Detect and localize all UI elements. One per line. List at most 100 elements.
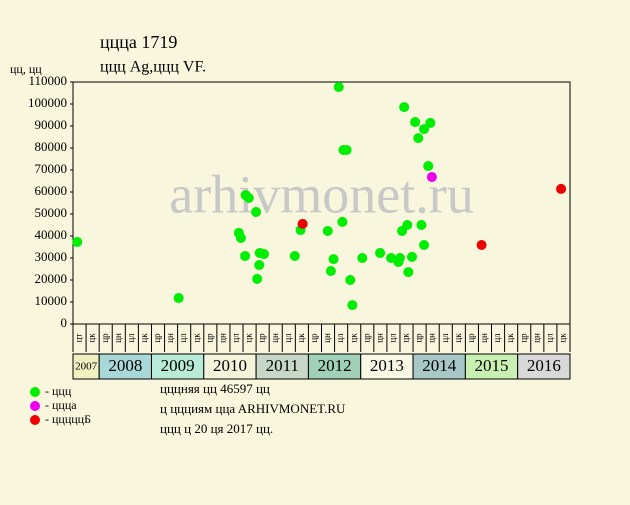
x-tick-label: цк bbox=[558, 333, 568, 343]
x-tick-label: цл bbox=[335, 333, 345, 343]
x-tick-label: цн bbox=[165, 333, 175, 343]
x-tick-label: цр bbox=[309, 333, 319, 343]
x-tick-label: цр bbox=[204, 333, 214, 343]
point bbox=[357, 253, 368, 263]
x-tick-label: цк bbox=[505, 333, 515, 343]
x-tick-label: цл bbox=[231, 333, 241, 343]
chart-subtitle: ццц Ag,ццц VF. bbox=[100, 59, 206, 76]
chart-title: ццца 1719 bbox=[100, 32, 177, 52]
point bbox=[347, 300, 358, 311]
point bbox=[254, 260, 265, 271]
x-tick-label: цк bbox=[244, 333, 254, 343]
x-tick-label: цк bbox=[139, 333, 149, 343]
year-cell bbox=[203, 353, 257, 380]
x-tick-label: цл bbox=[283, 333, 293, 343]
point bbox=[240, 251, 251, 262]
point bbox=[333, 82, 344, 93]
note: ц ццциям ццa ARHIVMONET.RU bbox=[160, 401, 346, 416]
note: ццц ц 20 ця 2017 цц. bbox=[160, 421, 273, 436]
x-tick-label: цл bbox=[387, 333, 397, 343]
year-label: 2009 bbox=[161, 356, 195, 375]
point bbox=[322, 225, 333, 236]
x-tick-label: цр bbox=[257, 333, 267, 343]
point bbox=[556, 183, 567, 194]
point bbox=[251, 207, 262, 218]
x-tick-label: цк bbox=[401, 333, 411, 343]
watermark: arhivmonet.ru bbox=[169, 164, 473, 224]
x-tick-label: цр bbox=[414, 333, 424, 343]
point bbox=[325, 265, 336, 276]
y-tick-label: 20000 bbox=[35, 271, 68, 286]
legend-label: - ццц bbox=[45, 384, 72, 398]
year-label: 2011 bbox=[266, 356, 299, 375]
year-label: 2008 bbox=[108, 356, 142, 375]
x-tick-label: цр bbox=[100, 333, 110, 343]
x-tick-label: цн bbox=[479, 333, 489, 343]
year-cell bbox=[98, 353, 152, 380]
y-tick-label: 70000 bbox=[35, 161, 68, 176]
point bbox=[423, 161, 434, 172]
x-tick-label: цт bbox=[74, 334, 84, 343]
x-tick-label: цл bbox=[492, 333, 502, 343]
y-tick-label: 0 bbox=[61, 315, 68, 330]
point bbox=[425, 117, 436, 128]
point bbox=[394, 253, 405, 263]
year-label: 2007 bbox=[75, 361, 98, 373]
x-tick-label: цн bbox=[374, 333, 384, 343]
y-tick-label: 100000 bbox=[28, 95, 67, 110]
year-cell bbox=[412, 353, 466, 380]
y-tick-label: 50000 bbox=[35, 205, 68, 220]
x-tick-label: цк bbox=[453, 333, 463, 343]
x-tick-label: цк bbox=[348, 333, 358, 343]
year-label: 2013 bbox=[370, 356, 404, 375]
point bbox=[403, 267, 414, 278]
x-tick-label: цл bbox=[126, 333, 136, 343]
point bbox=[345, 275, 356, 285]
point bbox=[297, 218, 308, 229]
y-tick-label: 80000 bbox=[35, 139, 68, 154]
point bbox=[341, 144, 352, 155]
x-tick-label: цн bbox=[270, 333, 280, 343]
point bbox=[419, 124, 430, 135]
point bbox=[419, 240, 430, 251]
x-tick-label: цр bbox=[518, 333, 528, 343]
x-tick-label: цл bbox=[544, 333, 554, 343]
point bbox=[426, 172, 437, 183]
point bbox=[476, 240, 487, 251]
y-tick-label: 40000 bbox=[35, 227, 68, 242]
note: цццняя цц 46597 цц bbox=[160, 381, 270, 396]
point bbox=[328, 254, 339, 265]
year-label: 2014 bbox=[422, 356, 457, 375]
x-tick-label: цк bbox=[296, 333, 306, 343]
y-tick-label: 30000 bbox=[35, 249, 68, 264]
x-tick-label: цр bbox=[361, 333, 371, 343]
legend-marker bbox=[30, 387, 40, 397]
year-cell bbox=[150, 353, 205, 380]
year-label: 2016 bbox=[527, 356, 561, 375]
y-tick-label: 90000 bbox=[35, 117, 68, 132]
point bbox=[252, 273, 263, 284]
point bbox=[410, 117, 421, 128]
x-tick-label: цр bbox=[466, 333, 476, 343]
x-tick-label: цл bbox=[440, 333, 450, 343]
year-cell bbox=[255, 353, 309, 380]
x-tick-label: цн bbox=[427, 333, 437, 343]
point bbox=[407, 251, 418, 262]
point bbox=[173, 293, 184, 304]
x-tick-label: цр bbox=[152, 333, 162, 343]
year-label: 2012 bbox=[318, 356, 352, 375]
year-label: 2015 bbox=[475, 356, 509, 375]
legend-label: - цццццБ bbox=[45, 412, 91, 426]
x-tick-label: цн bbox=[113, 333, 123, 343]
x-tick-label: цн bbox=[322, 333, 332, 343]
point bbox=[416, 220, 427, 230]
legend-marker bbox=[30, 415, 40, 425]
point bbox=[243, 192, 254, 203]
point bbox=[258, 249, 269, 260]
legend-label: - ццца bbox=[45, 398, 77, 412]
legend-marker bbox=[30, 401, 40, 411]
x-tick-label: цл bbox=[178, 333, 188, 343]
x-tick-label: цн bbox=[531, 333, 541, 343]
